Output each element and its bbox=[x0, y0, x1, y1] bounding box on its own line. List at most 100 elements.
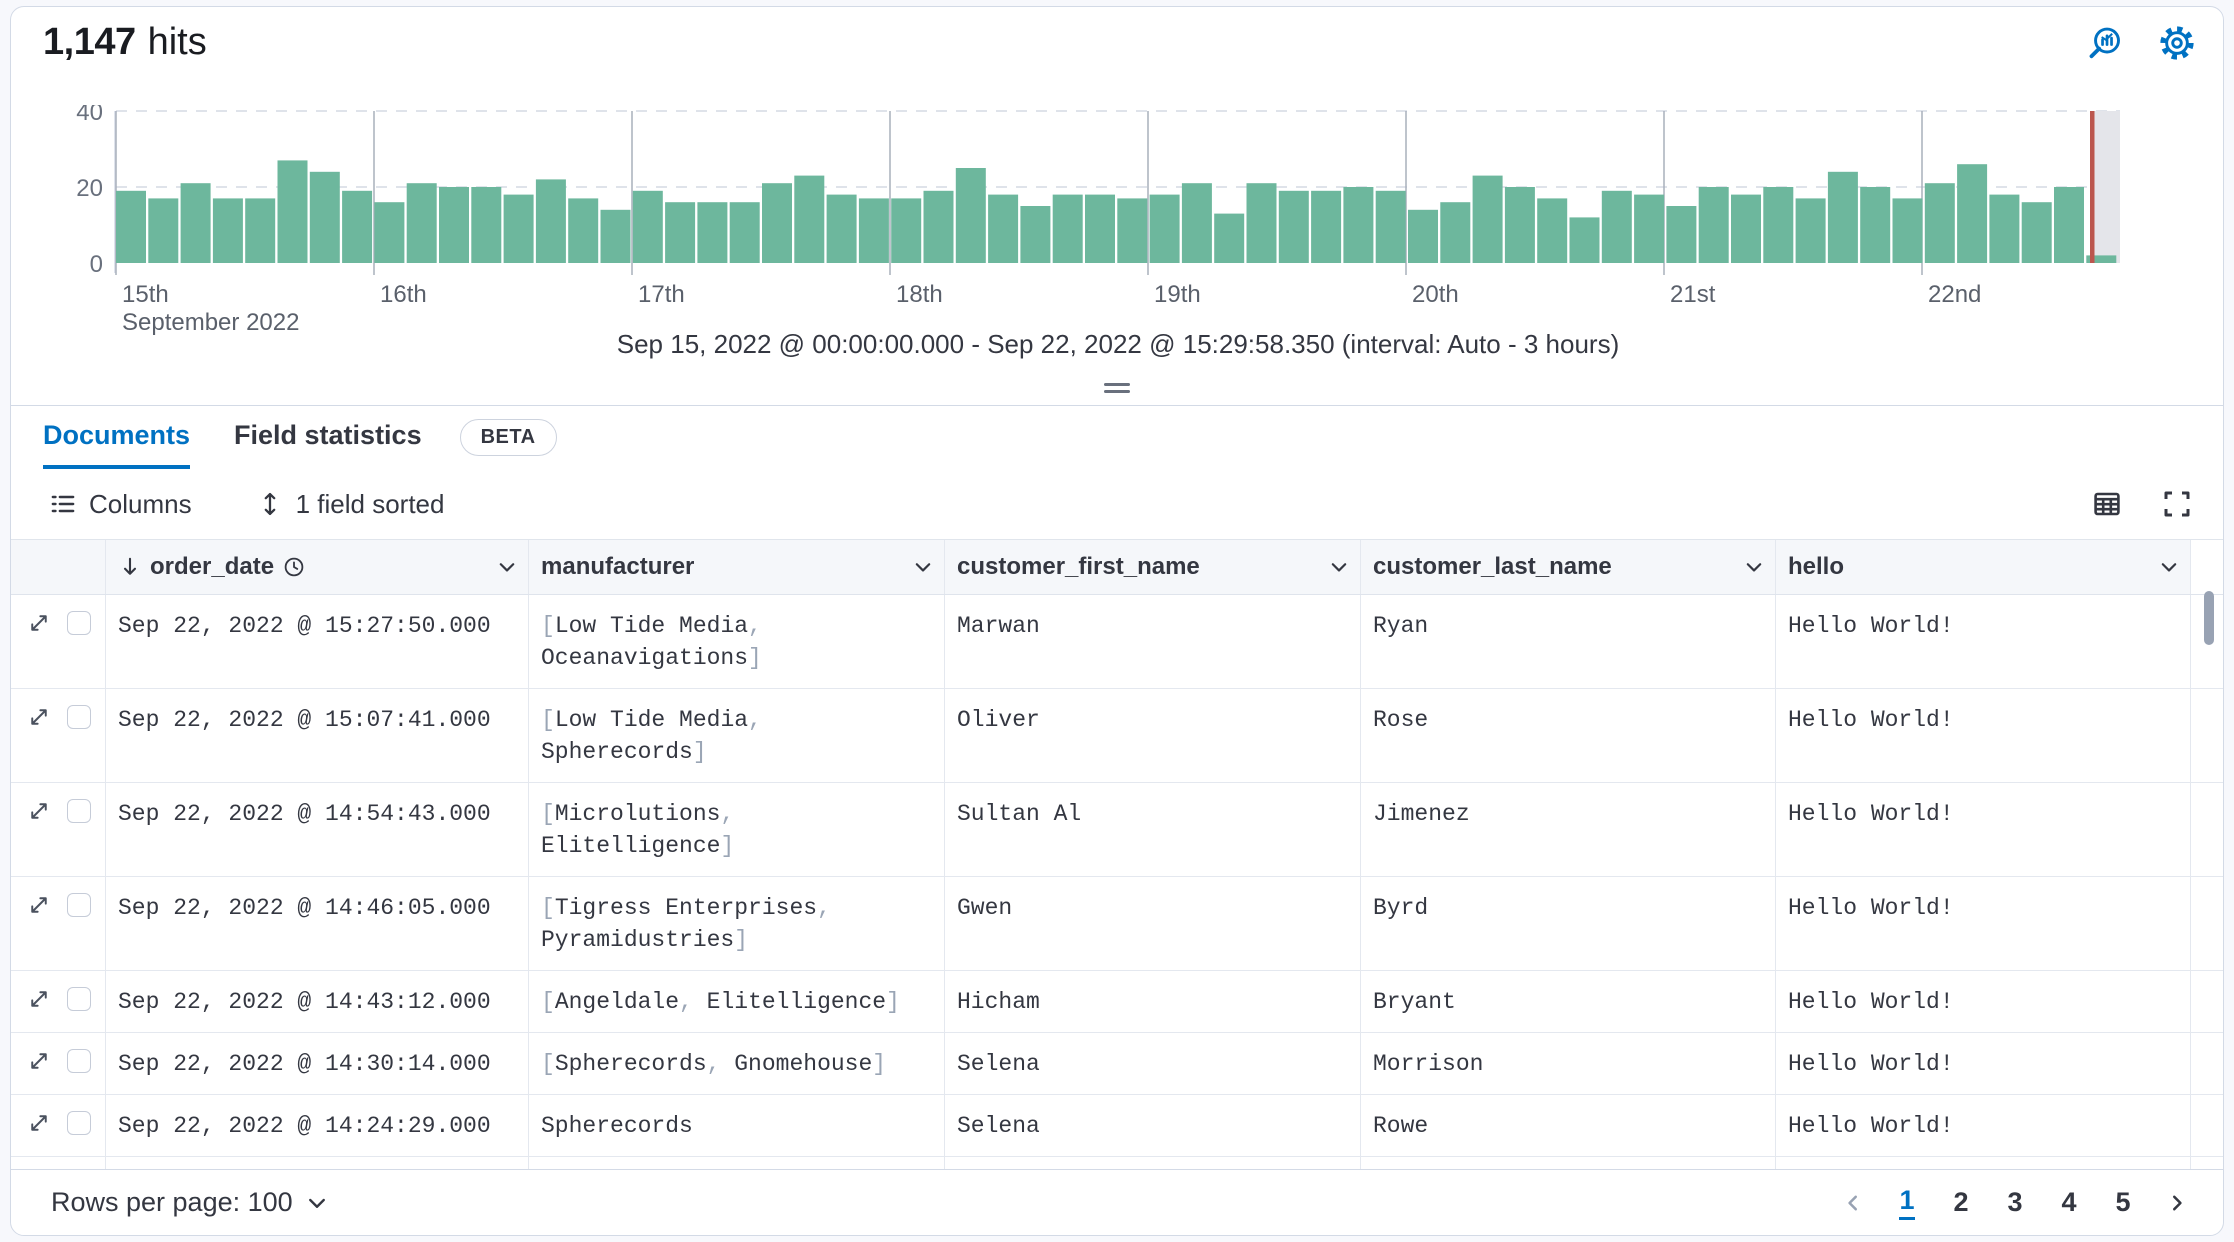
page-button-2[interactable]: 2 bbox=[1941, 1181, 1981, 1225]
tab-field-statistics[interactable]: Field statistics bbox=[234, 420, 422, 450]
select-row-checkbox[interactable] bbox=[67, 705, 91, 729]
edit-visualization-icon[interactable] bbox=[2087, 25, 2123, 61]
histogram-bar[interactable] bbox=[1698, 187, 1729, 263]
sort-fields-button[interactable]: 1 field sorted bbox=[248, 483, 453, 526]
histogram-bar[interactable] bbox=[568, 198, 599, 263]
histogram-bar[interactable] bbox=[1827, 171, 1858, 263]
column-menu-chevron-icon[interactable] bbox=[1743, 556, 1765, 578]
histogram-bar[interactable] bbox=[1537, 198, 1568, 263]
next-page-button[interactable] bbox=[2157, 1181, 2197, 1225]
histogram-bar[interactable] bbox=[277, 160, 308, 263]
histogram-bar[interactable] bbox=[212, 198, 243, 263]
column-header-order_date[interactable]: order_date bbox=[106, 540, 529, 594]
histogram-bar[interactable] bbox=[1763, 187, 1794, 263]
histogram-bar[interactable] bbox=[2086, 255, 2117, 263]
select-row-checkbox[interactable] bbox=[67, 987, 91, 1011]
histogram-bar[interactable] bbox=[1052, 194, 1083, 263]
histogram-bar[interactable] bbox=[1472, 175, 1503, 263]
histogram-bar[interactable] bbox=[342, 190, 373, 263]
histogram-bar[interactable] bbox=[858, 198, 889, 263]
rows-per-page-button[interactable]: Rows per page: 100 bbox=[45, 1186, 335, 1219]
histogram-bar[interactable] bbox=[1020, 206, 1051, 263]
expand-document-button[interactable] bbox=[27, 987, 51, 1011]
histogram-bar[interactable] bbox=[1569, 217, 1600, 263]
column-header-customer_last_name[interactable]: customer_last_name bbox=[1361, 540, 1776, 594]
histogram-bar[interactable] bbox=[632, 190, 663, 263]
fullscreen-icon[interactable] bbox=[2161, 488, 2193, 520]
select-row-checkbox[interactable] bbox=[67, 893, 91, 917]
histogram-bar[interactable] bbox=[1117, 198, 1148, 263]
histogram-bar[interactable] bbox=[2054, 187, 2084, 263]
chart-options-gear-icon[interactable] bbox=[2159, 25, 2195, 61]
grid-scrollbar-thumb[interactable] bbox=[2204, 591, 2214, 645]
chart-resize-handle[interactable] bbox=[1098, 375, 1136, 401]
histogram-bar[interactable] bbox=[1601, 190, 1632, 263]
column-header-manufacturer[interactable]: manufacturer bbox=[529, 540, 945, 594]
tab-documents[interactable]: Documents bbox=[43, 406, 191, 469]
page-button-1[interactable]: 1 bbox=[1887, 1181, 1927, 1225]
histogram-bar[interactable] bbox=[1892, 198, 1923, 263]
expand-document-button[interactable] bbox=[27, 799, 51, 823]
histogram-bar[interactable] bbox=[988, 194, 1019, 263]
histogram-bar[interactable] bbox=[1504, 187, 1535, 263]
histogram-bar[interactable] bbox=[1311, 190, 1342, 263]
histogram-bar[interactable] bbox=[1408, 209, 1438, 263]
histogram-bar[interactable] bbox=[245, 198, 276, 263]
columns-button[interactable]: Columns bbox=[41, 483, 200, 526]
histogram-bar[interactable] bbox=[1085, 194, 1115, 263]
select-row-checkbox[interactable] bbox=[67, 611, 91, 635]
expand-document-button[interactable] bbox=[27, 611, 51, 635]
histogram-bar[interactable] bbox=[1957, 164, 1988, 263]
histogram-chart[interactable]: 0 20 40 15th 16th 17th 18th 19th 20th 21st 22nd Sep… bbox=[11, 105, 2225, 335]
select-row-checkbox[interactable] bbox=[67, 1111, 91, 1135]
histogram-bar[interactable] bbox=[1731, 194, 1761, 263]
column-header-hello[interactable]: hello bbox=[1776, 540, 2191, 594]
histogram-bar[interactable] bbox=[1795, 198, 1826, 263]
histogram-bar[interactable] bbox=[923, 190, 954, 263]
histogram-bar[interactable] bbox=[1440, 202, 1471, 263]
column-menu-chevron-icon[interactable] bbox=[912, 556, 934, 578]
histogram-bar[interactable] bbox=[1666, 206, 1697, 263]
page-button-3[interactable]: 3 bbox=[1995, 1181, 2035, 1225]
histogram-bar[interactable] bbox=[1924, 183, 1955, 263]
histogram-bar[interactable] bbox=[2021, 202, 2052, 263]
previous-page-button[interactable] bbox=[1833, 1181, 1873, 1225]
histogram-bar[interactable] bbox=[1246, 183, 1277, 263]
histogram-bar[interactable] bbox=[762, 183, 792, 263]
page-button-5[interactable]: 5 bbox=[2103, 1181, 2143, 1225]
select-row-checkbox[interactable] bbox=[67, 1049, 91, 1073]
histogram-bar[interactable] bbox=[116, 190, 146, 263]
expand-document-button[interactable] bbox=[27, 705, 51, 729]
histogram-bar[interactable] bbox=[1375, 190, 1406, 263]
histogram-bar[interactable] bbox=[535, 179, 566, 263]
histogram-bar[interactable] bbox=[471, 187, 502, 263]
histogram-bar[interactable] bbox=[955, 168, 986, 263]
histogram-bar[interactable] bbox=[1214, 213, 1245, 263]
histogram-bar[interactable] bbox=[1634, 194, 1665, 263]
histogram-bar[interactable] bbox=[729, 202, 760, 263]
histogram-bar[interactable] bbox=[1181, 183, 1212, 263]
select-row-checkbox[interactable] bbox=[67, 799, 91, 823]
histogram-bar[interactable] bbox=[1149, 194, 1180, 263]
histogram-bar[interactable] bbox=[1860, 187, 1891, 263]
histogram-bar[interactable] bbox=[826, 194, 857, 263]
histogram-bar[interactable] bbox=[180, 183, 211, 263]
histogram-bar[interactable] bbox=[309, 171, 340, 263]
histogram-bar[interactable] bbox=[1343, 187, 1374, 263]
expand-document-button[interactable] bbox=[27, 1049, 51, 1073]
column-header-customer_first_name[interactable]: customer_first_name bbox=[945, 540, 1361, 594]
histogram-bar[interactable] bbox=[406, 183, 437, 263]
display-density-icon[interactable] bbox=[2091, 488, 2123, 520]
histogram-bar[interactable] bbox=[665, 202, 696, 263]
histogram-bar[interactable] bbox=[697, 202, 728, 263]
expand-document-button[interactable] bbox=[27, 893, 51, 917]
histogram-bar[interactable] bbox=[891, 198, 922, 263]
histogram-bar[interactable] bbox=[439, 187, 469, 263]
histogram-bar[interactable] bbox=[1278, 190, 1309, 263]
histogram-bar[interactable] bbox=[148, 198, 179, 263]
histogram-bar[interactable] bbox=[600, 209, 631, 263]
column-menu-chevron-icon[interactable] bbox=[1328, 556, 1350, 578]
column-menu-chevron-icon[interactable] bbox=[2158, 556, 2180, 578]
histogram-bar[interactable] bbox=[503, 194, 534, 263]
page-button-4[interactable]: 4 bbox=[2049, 1181, 2089, 1225]
